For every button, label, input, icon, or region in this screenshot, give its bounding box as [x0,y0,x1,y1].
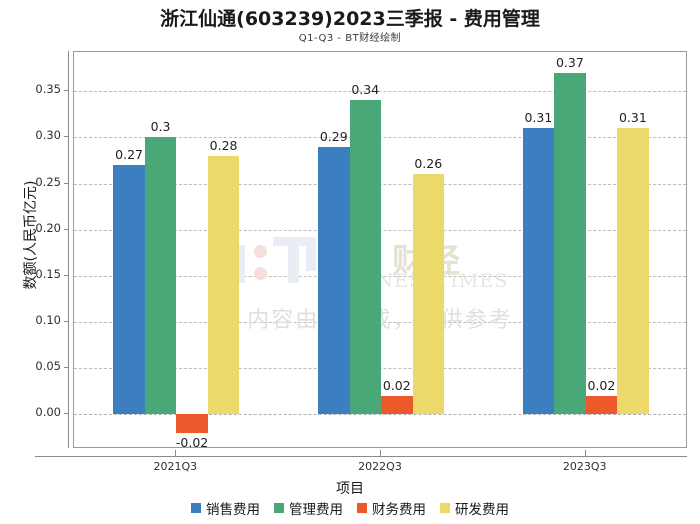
legend-item[interactable]: 研发费用 [440,498,509,518]
bar[interactable] [207,155,240,415]
bar-value-label: 0.02 [587,377,616,393]
y-tick-mark [64,228,68,230]
bar[interactable] [381,395,413,415]
bar-value-label: 0.02 [382,377,411,393]
x-tick-label: 2022Q3 [358,460,402,473]
bar-value-label: 0.27 [115,147,143,163]
y-tick-mark [64,136,68,138]
bar[interactable] [113,165,145,415]
legend-swatch-icon [440,503,450,513]
y-tick-label: 0.05 [35,359,61,374]
bar[interactable] [585,395,618,415]
bar[interactable] [144,137,177,415]
y-tick-mark [64,413,68,415]
legend-label: 销售费用 [206,502,260,518]
bar[interactable] [412,174,444,415]
bar[interactable] [349,100,381,415]
chart-legend: 销售费用 管理费用 财务费用 研发费用 [0,498,700,518]
y-tick-label: 0.20 [35,220,61,235]
y-tick-label: 0.25 [35,174,61,189]
y-tick-label: 0.00 [35,405,61,420]
chart-title: 浙江仙通(603239)2023三季报 - 费用管理 [160,8,540,30]
bar[interactable] [554,72,586,415]
y-axis-spine [68,51,69,448]
x-tick-mark [584,450,586,456]
legend-item[interactable]: 财务费用 [357,498,426,518]
y-tick-label: 0.10 [35,313,61,328]
legend-label: 财务费用 [372,502,426,518]
y-tick-label: 0.35 [35,82,61,97]
x-tick-label: 2023Q3 [562,460,607,473]
bar-value-label: 0.29 [319,128,348,144]
bar-value-label: 0.31 [618,110,647,126]
bar-value-label: 0.34 [351,82,380,98]
bar[interactable] [522,128,555,415]
gridline [74,91,686,93]
x-axis-spine [35,456,687,457]
bar-value-label: -0.02 [175,434,209,448]
chart-subtitle: Q1-Q3 - BT财经绘制 [298,33,402,44]
gridline [74,414,686,416]
plot-area: BT 财经 BUSINESSTIMES 内容由AI生成，仅供参考 0.270.3… [73,51,687,448]
legend-swatch-icon [191,503,201,513]
legend-item[interactable]: 销售费用 [191,498,260,518]
legend-item[interactable]: 管理费用 [274,498,343,518]
legend-label: 管理费用 [289,502,343,518]
legend-label: 研发费用 [455,502,509,518]
bar[interactable] [318,146,350,415]
bar-value-label: 0.28 [209,137,238,153]
y-tick-label: 0.15 [35,266,61,281]
bar-value-label: 0.37 [555,54,584,70]
y-tick-mark [64,321,68,323]
x-tick-mark [175,450,177,456]
bar-value-label: 0.3 [150,119,171,135]
y-tick-mark [64,90,68,92]
y-tick-mark [64,182,68,184]
x-tick-mark [380,450,381,456]
legend-swatch-icon [274,503,284,513]
bar[interactable] [176,414,208,433]
x-axis-label: 项目 [336,481,364,497]
y-tick-mark [64,274,68,276]
legend-swatch-icon [357,503,367,513]
y-tick-mark [64,367,68,369]
bar-value-label: 0.31 [524,110,553,126]
x-tick-label: 2021Q3 [153,460,198,473]
bar-value-label: 0.26 [414,156,443,172]
y-tick-label: 0.30 [35,128,61,143]
bar[interactable] [617,128,649,415]
bars-layer: 0.27 0.3 -0.02 0.28 0.29 0.34 0.02 0.26 0.31 0.37… [74,52,686,447]
